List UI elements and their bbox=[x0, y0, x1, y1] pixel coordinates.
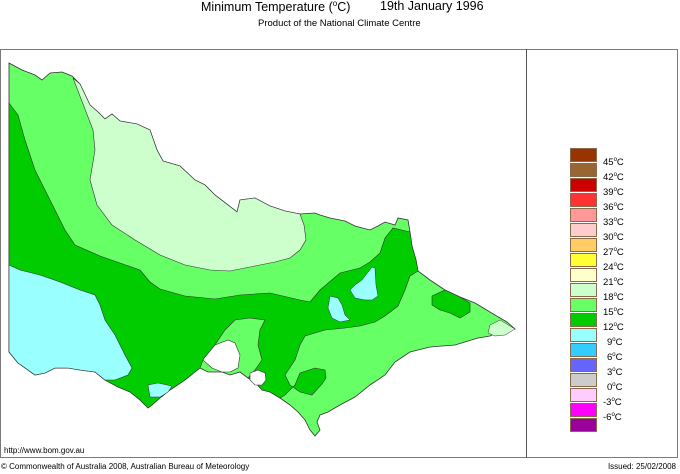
legend-label: 6oC bbox=[607, 352, 623, 364]
zone-9-12-alpine-2 bbox=[327, 295, 351, 323]
legend-label: 15oC bbox=[603, 307, 624, 319]
legend-label: 18oC bbox=[603, 292, 624, 304]
legend-label: 27oC bbox=[603, 247, 624, 259]
legend-swatch-27 bbox=[570, 238, 597, 252]
legend-label: 33oC bbox=[603, 217, 624, 229]
port-phillip-bay bbox=[202, 339, 241, 373]
legend-label: 3oC bbox=[607, 367, 623, 379]
legend-swatch-21 bbox=[570, 268, 597, 282]
zone-9-12-west bbox=[8, 264, 133, 381]
legend-swatch-m6 bbox=[570, 403, 597, 417]
title-text: Minimum Temperature (oC) bbox=[201, 0, 351, 15]
victoria-temperature-map bbox=[8, 62, 516, 437]
legend-swatch-m3 bbox=[570, 388, 597, 402]
legend-swatch-42 bbox=[570, 163, 597, 177]
map-title: Minimum Temperature (oC) 19th January 19… bbox=[0, 0, 680, 15]
legend-swatch-15 bbox=[570, 298, 597, 312]
legend-label: 0oC bbox=[607, 382, 623, 394]
zone-9-12-alpine-1 bbox=[349, 266, 379, 301]
legend-label: 45oC bbox=[603, 157, 624, 169]
zone-18-21 bbox=[72, 77, 307, 272]
legend-label: 12oC bbox=[603, 322, 624, 334]
legend-swatch-30 bbox=[570, 223, 597, 237]
zone-18-21-east-tip bbox=[487, 319, 516, 337]
legend-swatch-18 bbox=[570, 283, 597, 297]
legend-label: 21oC bbox=[603, 277, 624, 289]
legend-swatch-36 bbox=[570, 193, 597, 207]
legend-label: 36oC bbox=[603, 202, 624, 214]
legend-label: -3oC bbox=[603, 397, 622, 409]
issued-date: Issued: 25/02/2008 bbox=[607, 462, 676, 471]
source-url[interactable]: http://www.bom.gov.au bbox=[4, 446, 85, 455]
legend-swatch-12 bbox=[570, 313, 597, 327]
legend-swatch-3 bbox=[570, 358, 597, 372]
zone-9-12-coast bbox=[147, 382, 173, 398]
legend-swatch-9 bbox=[570, 328, 597, 342]
legend-swatch-33 bbox=[570, 208, 597, 222]
zone-12-15-east bbox=[431, 289, 471, 319]
subtitle: Product of the National Climate Centre bbox=[258, 18, 421, 29]
legend-label: 42oC bbox=[603, 172, 624, 184]
legend-label: 39oC bbox=[603, 187, 624, 199]
legend-swatch-39 bbox=[570, 178, 597, 192]
legend-label: 24oC bbox=[603, 262, 624, 274]
map-frame bbox=[0, 49, 678, 458]
legend-label: -6oC bbox=[603, 412, 622, 424]
legend-divider bbox=[526, 49, 527, 458]
title-date: 19th January 1996 bbox=[380, 0, 484, 13]
legend-swatch-6 bbox=[570, 343, 597, 357]
legend-swatch-24 bbox=[570, 253, 597, 267]
legend-label: 30oC bbox=[603, 232, 624, 244]
legend-label: 9oC bbox=[607, 337, 623, 349]
western-port-bay bbox=[249, 369, 267, 386]
legend-swatch-45 bbox=[570, 148, 597, 162]
legend-swatch-below bbox=[570, 418, 597, 432]
copyright-notice: © Commonwealth of Australia 2008, Austra… bbox=[1, 462, 250, 471]
legend-swatch-0 bbox=[570, 373, 597, 387]
